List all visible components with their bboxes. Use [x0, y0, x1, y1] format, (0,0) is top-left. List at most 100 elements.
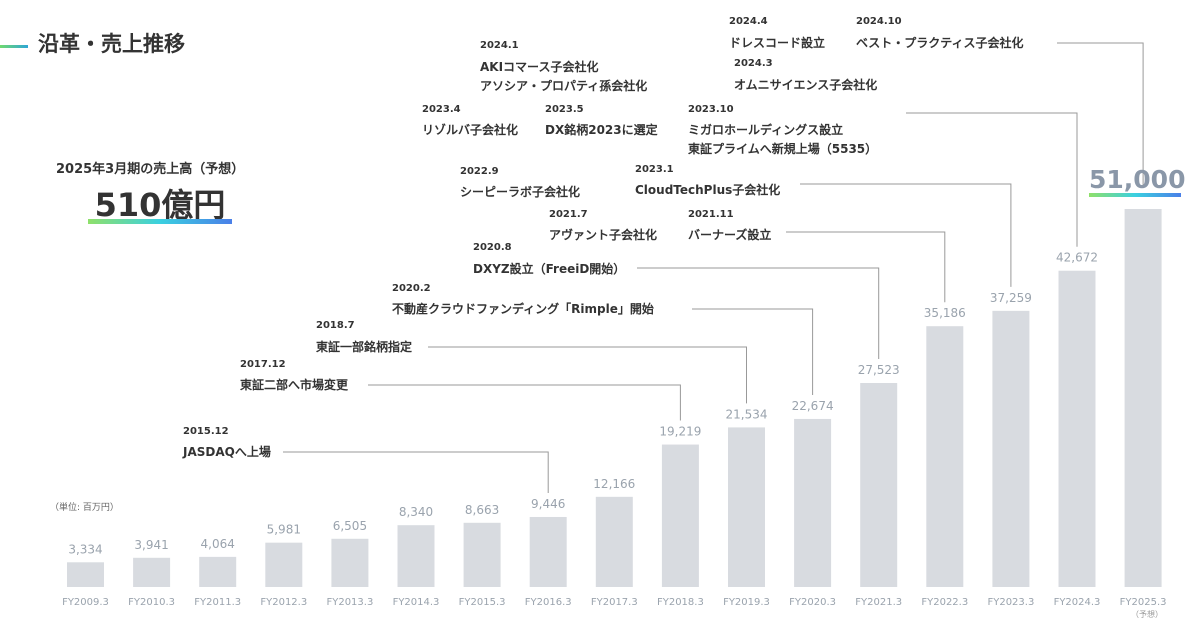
annotation-date: 2021.7	[549, 209, 588, 220]
annotation-date: 2024.4	[729, 16, 768, 27]
annotation-text: AKIコマース子会社化	[480, 60, 599, 74]
annotation-text: オムニサイエンス子会社化	[734, 78, 878, 92]
annotation-leader-line	[368, 384, 681, 421]
x-tick-label: FY2020.3	[789, 597, 836, 608]
bar-FY2023.3	[992, 310, 1030, 587]
bar-value-label: 8,663	[465, 503, 499, 517]
bar-FY2020.3	[794, 418, 832, 587]
annotation-text: シーピーラボ子会社化	[460, 185, 581, 199]
annotation-date: 2023.10	[688, 104, 734, 115]
x-tick-label: FY2021.3	[855, 597, 902, 608]
annotation-text: JASDAQへ上場	[183, 445, 271, 459]
annotation-date: 2024.1	[480, 40, 519, 51]
bar-FY2018.3	[661, 444, 699, 587]
x-tick-label: FY2011.3	[194, 597, 241, 608]
bar-value-label: 42,672	[1056, 251, 1098, 265]
x-tick-label: FY2017.3	[591, 597, 638, 608]
bar-FY2017.3	[595, 496, 633, 587]
annotation-text: CloudTechPlus子会社化	[635, 183, 781, 197]
bar-value-label: 9,446	[531, 497, 565, 511]
annotation-text: バーナーズ設立	[688, 228, 772, 242]
bar-FY2010.3	[133, 557, 171, 587]
bar-value-label: 5,981	[267, 523, 301, 537]
bar-FY2014.3	[397, 525, 435, 587]
x-tick-label: FY2014.3	[393, 597, 440, 608]
annotation-text: ドレスコード設立	[729, 36, 826, 50]
annotation-leader-line	[1057, 42, 1144, 185]
annotation-date: 2022.9	[460, 166, 499, 177]
annotation-date: 2015.12	[183, 426, 229, 437]
x-tick-label: FY2010.3	[128, 597, 175, 608]
x-tick-label: FY2013.3	[326, 597, 373, 608]
annotation-text: 東証二部へ市場変更	[240, 378, 349, 392]
bar-FY2015.3	[463, 522, 501, 587]
annotation-text: 東証一部銘柄指定	[316, 340, 413, 354]
annotation-text: 不動産クラウドファンディング「Rimple」開始	[392, 302, 654, 316]
x-tick-label: FY2025.3	[1120, 597, 1167, 608]
bar-FY2011.3	[199, 556, 237, 587]
x-tick-label: FY2016.3	[525, 597, 572, 608]
bar-value-label: 35,186	[924, 306, 966, 320]
x-tick-label: FY2012.3	[260, 597, 307, 608]
bar-FY2022.3	[926, 326, 964, 587]
bar-value-label: 27,523	[858, 363, 900, 377]
x-tick-label: FY2019.3	[723, 597, 770, 608]
forecast-underline	[88, 219, 232, 224]
annotation-date: 2018.7	[316, 320, 355, 331]
bar-value-label: 21,534	[726, 407, 768, 421]
annotation-date: 2023.1	[635, 164, 674, 175]
annotation-text: DX銘柄2023に選定	[545, 123, 658, 137]
title-accent-bar	[0, 45, 28, 48]
annotation-date: 2023.5	[545, 104, 584, 115]
annotation-date: 2017.12	[240, 359, 286, 370]
bar-FY2012.3	[265, 542, 303, 587]
bar-value-label: 19,219	[659, 425, 701, 439]
bar-value-label: 22,674	[792, 399, 834, 413]
annotation-date: 2023.4	[422, 104, 461, 115]
x-tick-label: FY2023.3	[987, 597, 1034, 608]
annotation-leader-line	[283, 451, 549, 493]
annotation-leader-line	[428, 346, 747, 404]
annotation-leader-line	[800, 183, 1012, 287]
forecast-bar-value: 51,000	[1089, 165, 1186, 194]
annotation-date: 2021.11	[688, 209, 734, 220]
bar-value-label: 4,064	[201, 537, 235, 551]
bar-value-label: 12,166	[593, 477, 635, 491]
annotation-text: アソシア・プロパティ孫会社化	[480, 79, 648, 93]
annotation-leader-line	[637, 267, 880, 360]
x-tick-label: FY2015.3	[459, 597, 506, 608]
bar-FY2019.3	[728, 427, 765, 587]
bar-FY2009.3	[67, 562, 104, 587]
bar-value-label: 3,941	[134, 538, 168, 552]
annotation-text: ミガロホールディングス設立	[688, 123, 844, 137]
page-title: 沿革・売上推移	[38, 32, 185, 56]
bar-FY2025.3	[1124, 209, 1162, 587]
forecast-value: 510億円	[94, 186, 226, 224]
annotation-leader-line	[692, 308, 814, 395]
annotation-text: ベスト・プラクティス子会社化	[856, 36, 1024, 50]
annotation-text: リゾルバ子会社化	[422, 123, 519, 137]
x-tick-label: FY2022.3	[921, 597, 968, 608]
annotation-date: 2020.2	[392, 283, 431, 294]
annotation-text: アヴァント子会社化	[549, 228, 658, 242]
annotation-date: 2020.8	[473, 242, 512, 253]
annotation-text: DXYZ設立（FreeiD開始）	[473, 262, 626, 276]
unit-label: （単位: 百万円）	[50, 503, 119, 513]
forecast-caption: 2025年3月期の売上高（予想）	[56, 162, 245, 177]
bar-FY2013.3	[331, 538, 369, 587]
bar-FY2024.3	[1058, 270, 1096, 587]
bar-value-label: 6,505	[333, 519, 367, 533]
x-tick-label: FY2009.3	[62, 597, 109, 608]
bar-FY2016.3	[529, 516, 567, 587]
bar-value-label: 3,334	[68, 542, 102, 556]
forecast-bar-underline	[1089, 193, 1181, 197]
annotation-leader-line	[906, 112, 1078, 247]
annotation-date: 2024.3	[734, 58, 773, 69]
bar-value-label: 8,340	[399, 505, 433, 519]
x-tick-label: FY2024.3	[1054, 597, 1101, 608]
annotation-text: 東証プライムへ新規上場（5535）	[688, 142, 878, 156]
bar-value-label: 37,259	[990, 291, 1032, 305]
forecast-note: （予想）	[1131, 610, 1163, 619]
annotation-leader-line	[786, 231, 946, 303]
